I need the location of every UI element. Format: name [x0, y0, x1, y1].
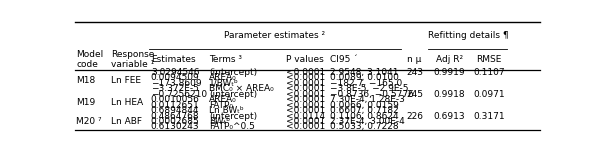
- Text: M20 ⁷: M20 ⁷: [76, 117, 102, 126]
- Text: 0.1106, 0.8624: 0.1106, 0.8624: [330, 112, 398, 121]
- Text: 0.3171: 0.3171: [473, 112, 505, 121]
- Text: 0.6607, 0.7182: 0.6607, 0.7182: [330, 106, 398, 115]
- Text: RMSE: RMSE: [476, 55, 502, 64]
- Text: −3.8E-5, −2.9E-5: −3.8E-5, −2.9E-5: [330, 84, 409, 93]
- Text: M18: M18: [76, 76, 95, 85]
- Text: <0.0114: <0.0114: [286, 112, 325, 121]
- Text: FATP₀: FATP₀: [209, 101, 233, 110]
- Text: (intercept): (intercept): [209, 68, 257, 77]
- Text: −173.8609: −173.8609: [151, 79, 202, 88]
- Text: <0.0001: <0.0001: [286, 101, 325, 110]
- Text: 0.9919: 0.9919: [434, 68, 465, 77]
- Text: 0.0066, 0.0159: 0.0066, 0.0159: [330, 101, 398, 110]
- Text: <0.0001: <0.0001: [286, 122, 325, 131]
- Text: 2.9548, 3.1041: 2.9548, 3.1041: [330, 68, 398, 77]
- Text: (intercept): (intercept): [209, 90, 257, 99]
- Text: −0.8736, −0.5776: −0.8736, −0.5776: [330, 90, 413, 99]
- Text: 243: 243: [406, 68, 423, 77]
- Text: AREA₀: AREA₀: [209, 73, 236, 82]
- Text: <0.0001: <0.0001: [286, 117, 325, 126]
- Text: <0.0001: <0.0001: [286, 68, 325, 77]
- Text: 0.0089, 0.0100: 0.0089, 0.0100: [330, 73, 398, 82]
- Text: Parameter estimates ²: Parameter estimates ²: [224, 31, 326, 40]
- Text: Response
variable ¹: Response variable ¹: [111, 50, 155, 69]
- Text: Ln BWₜᵇ: Ln BWₜᵇ: [209, 106, 244, 115]
- Text: 0.9918: 0.9918: [434, 90, 465, 99]
- Text: Ln FEE: Ln FEE: [111, 76, 141, 85]
- Text: 226: 226: [406, 112, 423, 121]
- Text: Refitting details ¶: Refitting details ¶: [428, 31, 508, 40]
- Text: Model
code: Model code: [76, 50, 104, 69]
- Text: 0.4864768: 0.4864768: [151, 112, 199, 121]
- Text: 7.30E-4, 1.28E-3: 7.30E-4, 1.28E-3: [330, 95, 404, 104]
- Text: 0.0112651: 0.0112651: [151, 101, 200, 110]
- Text: AREA₀: AREA₀: [209, 95, 236, 104]
- Text: 0.6894844: 0.6894844: [151, 106, 199, 115]
- Text: −3.372E-5: −3.372E-5: [151, 84, 199, 93]
- Text: BMC₀ × AREA₀: BMC₀ × AREA₀: [209, 84, 274, 93]
- Text: BWₜᵇ: BWₜᵇ: [209, 117, 230, 126]
- Text: Ln ABF: Ln ABF: [111, 117, 142, 126]
- Text: CI95 ´: CI95 ´: [330, 55, 358, 64]
- Text: <0.0001: <0.0001: [286, 84, 325, 93]
- Text: 0.1107: 0.1107: [473, 68, 505, 77]
- Text: 0.6130243: 0.6130243: [151, 122, 199, 131]
- Text: <0.0001: <0.0001: [286, 106, 325, 115]
- Text: Adj R²: Adj R²: [436, 55, 463, 64]
- Text: 0.0971: 0.0971: [473, 90, 505, 99]
- Text: P values: P values: [286, 55, 323, 64]
- Text: <0.0001: <0.0001: [286, 79, 325, 88]
- Text: M19: M19: [76, 98, 95, 107]
- Text: −182.7, −165.0: −182.7, −165.0: [330, 79, 402, 88]
- Text: <0.0001: <0.0001: [286, 95, 325, 104]
- Text: n µ: n µ: [407, 55, 422, 64]
- Text: 245: 245: [406, 90, 423, 99]
- Text: 1/BWₜᵇ: 1/BWₜᵇ: [209, 79, 239, 88]
- Text: Ln HEA: Ln HEA: [111, 98, 143, 107]
- Text: 2.37E-4, 3.00E-4: 2.37E-4, 3.00E-4: [330, 117, 404, 126]
- Text: 3.0294546: 3.0294546: [151, 68, 199, 77]
- Text: 0.0002685: 0.0002685: [151, 117, 200, 126]
- Text: <0.0001: <0.0001: [286, 73, 325, 82]
- Text: 0.6913: 0.6913: [434, 112, 465, 121]
- Text: FATP₀^0.5: FATP₀^0.5: [209, 122, 255, 131]
- Text: (intercept): (intercept): [209, 112, 257, 121]
- Text: Terms ³: Terms ³: [209, 55, 242, 64]
- Text: 0.5033, 0.7228: 0.5033, 0.7228: [330, 122, 398, 131]
- Text: Estimates: Estimates: [151, 55, 196, 64]
- Text: −0.7256210: −0.7256210: [151, 90, 207, 99]
- Text: 0.0094509: 0.0094509: [151, 73, 200, 82]
- Text: 0.0010056: 0.0010056: [151, 95, 200, 104]
- Text: <0.0001: <0.0001: [286, 90, 325, 99]
